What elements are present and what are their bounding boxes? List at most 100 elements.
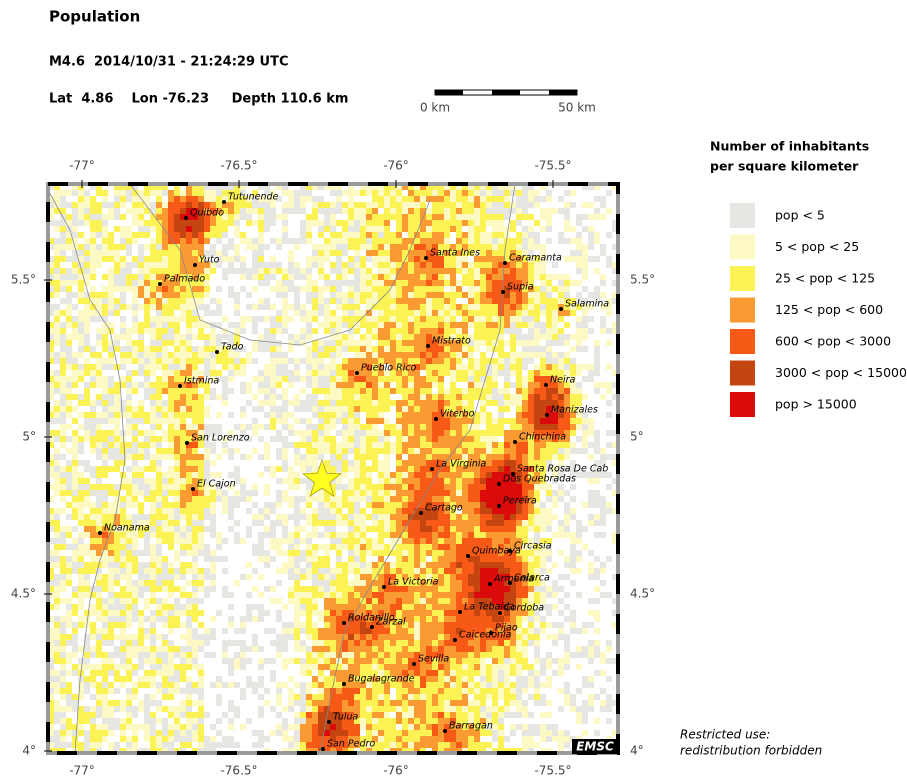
population-cell	[390, 310, 396, 316]
population-cell	[438, 268, 444, 274]
population-cell	[384, 244, 390, 250]
population-cell	[72, 454, 78, 460]
population-cell	[162, 274, 168, 280]
population-cell	[342, 304, 348, 310]
population-cell	[498, 202, 504, 208]
population-cell	[594, 358, 600, 364]
population-cell	[420, 460, 426, 466]
population-cell	[252, 346, 258, 352]
population-cell	[228, 358, 234, 364]
population-cell	[522, 448, 528, 454]
population-cell	[252, 328, 258, 334]
population-cell	[132, 340, 138, 346]
population-cell	[420, 256, 426, 262]
population-cell	[78, 220, 84, 226]
population-cell	[450, 220, 456, 226]
population-cell	[492, 268, 498, 274]
population-cell	[432, 238, 438, 244]
population-cell	[168, 298, 174, 304]
population-cell	[78, 562, 84, 568]
population-cell	[558, 532, 564, 538]
population-cell	[348, 292, 354, 298]
population-cell	[432, 526, 438, 532]
population-cell	[294, 274, 300, 280]
population-cell	[480, 364, 486, 370]
population-cell	[186, 250, 192, 256]
population-cell	[354, 472, 360, 478]
population-cell	[108, 430, 114, 436]
population-cell	[582, 286, 588, 292]
population-cell	[168, 364, 174, 370]
population-cell	[234, 358, 240, 364]
population-cell	[96, 394, 102, 400]
population-cell	[606, 388, 612, 394]
population-cell	[330, 220, 336, 226]
population-cell	[360, 574, 366, 580]
population-cell	[420, 208, 426, 214]
population-cell	[180, 346, 186, 352]
population-cell	[552, 532, 558, 538]
population-cell	[366, 190, 372, 196]
population-cell	[558, 550, 564, 556]
population-cell	[444, 208, 450, 214]
population-cell	[246, 496, 252, 502]
population-cell	[420, 232, 426, 238]
population-cell	[366, 244, 372, 250]
population-cell	[96, 382, 102, 388]
population-cell	[162, 484, 168, 490]
population-cell	[186, 388, 192, 394]
population-cell	[180, 478, 186, 484]
population-cell	[186, 496, 192, 502]
population-cell	[306, 370, 312, 376]
population-cell	[228, 208, 234, 214]
population-cell	[138, 520, 144, 526]
population-cell	[174, 370, 180, 376]
population-cell	[240, 316, 246, 322]
population-cell	[468, 568, 474, 574]
population-cell	[486, 568, 492, 574]
population-cell	[534, 388, 540, 394]
population-cell	[552, 304, 558, 310]
population-cell	[168, 316, 174, 322]
population-cell	[366, 184, 372, 190]
population-cell	[162, 532, 168, 538]
population-cell	[462, 502, 468, 508]
population-cell	[318, 574, 324, 580]
population-cell	[258, 274, 264, 280]
population-cell	[516, 310, 522, 316]
population-cell	[522, 406, 528, 412]
population-cell	[396, 382, 402, 388]
population-cell	[366, 442, 372, 448]
population-cell	[282, 388, 288, 394]
population-cell	[540, 196, 546, 202]
population-cell	[354, 394, 360, 400]
population-cell	[594, 340, 600, 346]
population-cell	[300, 454, 306, 460]
population-cell	[192, 490, 198, 496]
population-cell	[210, 568, 216, 574]
population-cell	[156, 322, 162, 328]
population-cell	[66, 436, 72, 442]
population-cell	[564, 394, 570, 400]
population-cell	[228, 412, 234, 418]
population-cell	[570, 556, 576, 562]
population-cell	[84, 268, 90, 274]
population-cell	[402, 220, 408, 226]
population-cell	[306, 538, 312, 544]
population-cell	[252, 484, 258, 490]
population-cell	[138, 442, 144, 448]
population-cell	[546, 298, 552, 304]
population-cell	[492, 442, 498, 448]
population-cell	[348, 400, 354, 406]
population-cell	[306, 514, 312, 520]
population-cell	[444, 220, 450, 226]
population-cell	[522, 538, 528, 544]
population-cell	[120, 520, 126, 526]
population-cell	[108, 268, 114, 274]
population-cell	[612, 244, 618, 250]
population-cell	[540, 424, 546, 430]
population-cell	[324, 526, 330, 532]
population-cell	[204, 388, 210, 394]
population-cell	[588, 478, 594, 484]
population-cell	[294, 334, 300, 340]
